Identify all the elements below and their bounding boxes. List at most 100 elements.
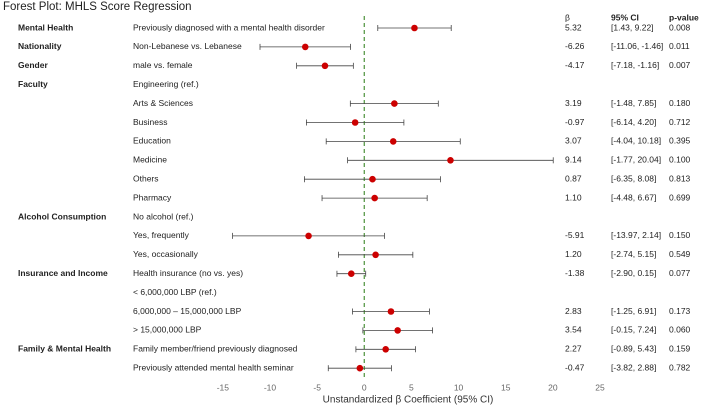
p-label: 0.813	[669, 173, 691, 183]
group-label: Mental Health	[18, 22, 73, 32]
row-label: 6,000,000 – 15,000,000 LBP	[133, 306, 242, 316]
x-tick-label: 0	[362, 382, 367, 392]
p-label: 0.549	[669, 249, 691, 259]
row-label: Business	[133, 117, 168, 127]
group-label: Family & Mental Health	[18, 344, 111, 354]
p-label: 0.699	[669, 192, 691, 202]
row-label: > 15,000,000 LBP	[133, 325, 202, 335]
x-tick-label: 25	[595, 382, 605, 392]
row-label: Education	[133, 136, 171, 146]
estimate-point	[411, 24, 418, 32]
ci-label: [-1.25, 6.91]	[611, 306, 656, 316]
row-label: Non-Lebanese vs. Lebanese	[133, 41, 242, 51]
p-label: 0.008	[669, 22, 691, 32]
beta-label: 1.20	[565, 249, 582, 259]
header-p: p-value	[669, 12, 699, 22]
row-label: Health insurance (no vs. yes)	[133, 268, 243, 278]
estimate-point	[347, 270, 355, 278]
estimate-point	[301, 43, 309, 51]
group-label: Nationality	[18, 41, 62, 51]
ci-label: [-6.14, 4.20]	[611, 117, 656, 127]
row-label: Pharmacy	[133, 192, 172, 202]
ci-label: [-3.82, 2.88]	[611, 362, 656, 372]
row-label: Yes, occasionally	[133, 249, 199, 259]
beta-label: 9.14	[565, 155, 582, 165]
estimate-point	[447, 157, 454, 164]
ci-label: [-6.35, 8.08]	[611, 173, 656, 183]
p-label: 0.007	[669, 60, 691, 70]
beta-label: 2.83	[565, 306, 582, 316]
ci-label: [-2.90, 0.15]	[611, 268, 656, 278]
beta-label: 3.19	[565, 98, 582, 108]
estimate-point	[382, 346, 389, 353]
row-label: < 6,000,000 LBP (ref.)	[133, 287, 217, 297]
header-ci: 95% CI	[611, 12, 639, 22]
beta-label: -0.47	[565, 362, 585, 372]
estimate-point	[372, 251, 379, 259]
ci-label: [-2.74, 5.15]	[611, 249, 656, 259]
estimate-point	[321, 62, 329, 70]
row-label: Engineering (ref.)	[133, 79, 199, 89]
estimate-point	[394, 327, 401, 334]
beta-label: -1.38	[565, 268, 585, 278]
row-label: male vs. female	[133, 60, 193, 70]
ci-label: [-1.77, 20.04]	[611, 155, 661, 165]
row-label: Arts & Sciences	[133, 98, 193, 108]
group-label: Insurance and Income	[18, 268, 108, 278]
header-beta: β	[565, 12, 570, 22]
beta-label: 2.27	[565, 344, 582, 354]
x-tick-label: -15	[217, 382, 230, 392]
group-label: Faculty	[18, 79, 48, 89]
x-tick-label: -5	[313, 382, 321, 392]
ci-label: [-0.15, 7.24]	[611, 325, 656, 335]
beta-label: -0.97	[565, 117, 585, 127]
p-label: 0.159	[669, 344, 691, 354]
p-label: 0.173	[669, 306, 691, 316]
x-tick-label: 15	[501, 382, 511, 392]
beta-label: 3.07	[565, 136, 582, 146]
p-label: 0.180	[669, 98, 691, 108]
beta-label: 5.32	[565, 22, 582, 32]
row-label: Others	[133, 173, 159, 183]
estimate-point	[305, 232, 312, 240]
beta-label: 0.87	[565, 173, 582, 183]
p-label: 0.150	[669, 230, 691, 240]
p-label: 0.011	[669, 41, 690, 51]
chart-title: Forest Plot: MHLS Score Regression	[3, 1, 192, 13]
ci-label: [-4.04, 10.18]	[611, 136, 661, 146]
row-label: No alcohol (ref.)	[133, 211, 194, 221]
ci-label: [-4.48, 6.67]	[611, 192, 656, 202]
estimate-point	[371, 194, 378, 202]
p-label: 0.395	[669, 136, 691, 146]
x-axis-label: Unstandardized β Coefficient (95% CI)	[323, 395, 494, 406]
beta-label: 1.10	[565, 192, 582, 202]
beta-label: -5.91	[565, 230, 585, 240]
beta-label: -4.17	[565, 60, 585, 70]
ci-label: [1.43, 9.22]	[611, 22, 654, 32]
group-label: Alcohol Consumption	[18, 211, 106, 221]
ci-label: [-1.48, 7.85]	[611, 98, 656, 108]
beta-label: 3.54	[565, 325, 582, 335]
row-label: Family member/friend previously diagnose…	[133, 344, 298, 354]
estimate-point	[369, 175, 376, 183]
row-label: Previously attended mental health semina…	[133, 362, 294, 372]
estimate-point	[391, 100, 398, 107]
row-label: Yes, frequently	[133, 230, 190, 240]
p-label: 0.782	[669, 362, 691, 372]
ci-label: [-0.89, 5.43]	[611, 344, 656, 354]
x-tick-label: 10	[454, 382, 464, 392]
x-tick-label: 20	[548, 382, 558, 392]
p-label: 0.712	[669, 117, 691, 127]
p-label: 0.060	[669, 325, 691, 335]
ci-label: [-11.06, -1.46]	[611, 41, 663, 51]
row-label: Medicine	[133, 155, 167, 165]
estimate-point	[356, 364, 364, 372]
p-label: 0.100	[669, 155, 691, 165]
row-label: Previously diagnosed with a mental healt…	[133, 22, 325, 32]
beta-label: -6.26	[565, 41, 585, 51]
ci-label: [-13.97, 2.14]	[611, 230, 661, 240]
ci-label: [-7.18, -1.16]	[611, 60, 659, 70]
group-label: Gender	[18, 60, 48, 70]
estimate-point	[389, 138, 397, 145]
